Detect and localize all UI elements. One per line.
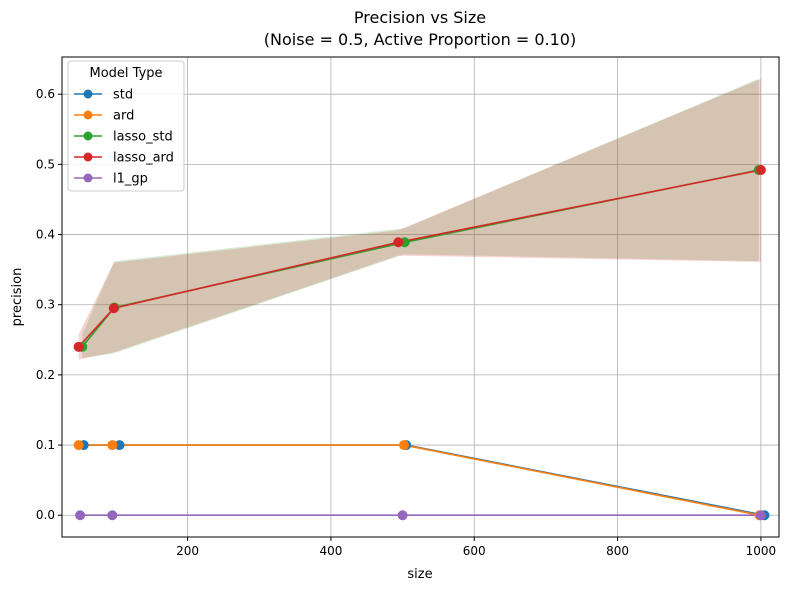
series-lines [78,169,765,517]
chart-title-line2: (Noise = 0.5, Active Proportion = 0.10) [264,30,576,49]
legend-label: lasso_std [113,130,173,145]
grid-layer [62,57,779,537]
x-tick-label: 400 [319,544,342,558]
data-point-l1_gp [75,510,86,521]
confidence-band-lasso_ard [78,78,761,360]
y-tick-label: 0.1 [36,438,55,452]
legend-marker-swatch [83,110,93,120]
y-tick-label: 0.6 [36,87,55,101]
legend-marker-swatch [83,173,93,183]
x-tick-label: 200 [176,544,199,558]
series-line-lasso_ard [78,169,762,348]
x-tick-label: 1000 [746,544,777,558]
legend-marker-swatch [83,89,93,99]
legend-label: ard [113,109,134,124]
legend-marker-swatch [83,152,93,162]
data-point-ard [399,440,410,451]
plot-frame [61,56,780,538]
legend-marker-swatch [83,131,93,141]
y-axis-ticks: 0.0 0.1 0.2 0.3 0.4 0.5 0.6 [36,87,62,522]
data-point-ard [73,440,84,451]
data-point-lasso_ard [393,237,404,248]
y-tick-label: 0.3 [36,298,55,312]
legend-entries: std ard lasso_std lasso_ard l1_gp [74,88,174,187]
legend-title: Model Type [89,66,162,81]
series-line-ard [78,444,760,516]
y-tick-label: 0.0 [36,508,55,522]
legend-entry-ard: ard [74,109,134,124]
x-tick-label: 600 [463,544,486,558]
series-markers [73,164,770,521]
legend-entry-lasso_std: lasso_std [74,130,173,145]
confidence-band-lasso_std [82,78,759,359]
data-point-l1_gp [107,510,118,521]
confidence-bands [78,78,761,360]
legend-entry-std: std [74,88,133,103]
y-tick-label: 0.4 [36,228,55,242]
data-point-lasso_ard [108,303,119,314]
x-axis-label: size [407,567,432,582]
legend-label: std [113,88,133,103]
data-point-l1_gp [397,510,408,521]
data-point-ard [107,440,118,451]
x-tick-label: 800 [606,544,629,558]
legend-label: l1_gp [113,172,148,187]
y-tick-label: 0.2 [36,368,55,382]
x-axis-ticks: 200 400 600 800 1000 [176,537,776,558]
y-tick-label: 0.5 [36,157,55,171]
legend-label: lasso_ard [113,151,174,166]
chart-title-line1: Precision vs Size [354,8,486,27]
data-point-lasso_ard [73,341,84,352]
y-axis-label: precision [10,268,25,327]
data-point-l1_gp [755,510,766,521]
legend-entry-l1_gp: l1_gp [74,172,148,187]
legend-entry-lasso_ard: lasso_ard [74,151,174,166]
legend: Model Type std ard lasso_std lasso_ard l1_gp [67,60,185,192]
data-point-lasso_ard [755,164,766,175]
